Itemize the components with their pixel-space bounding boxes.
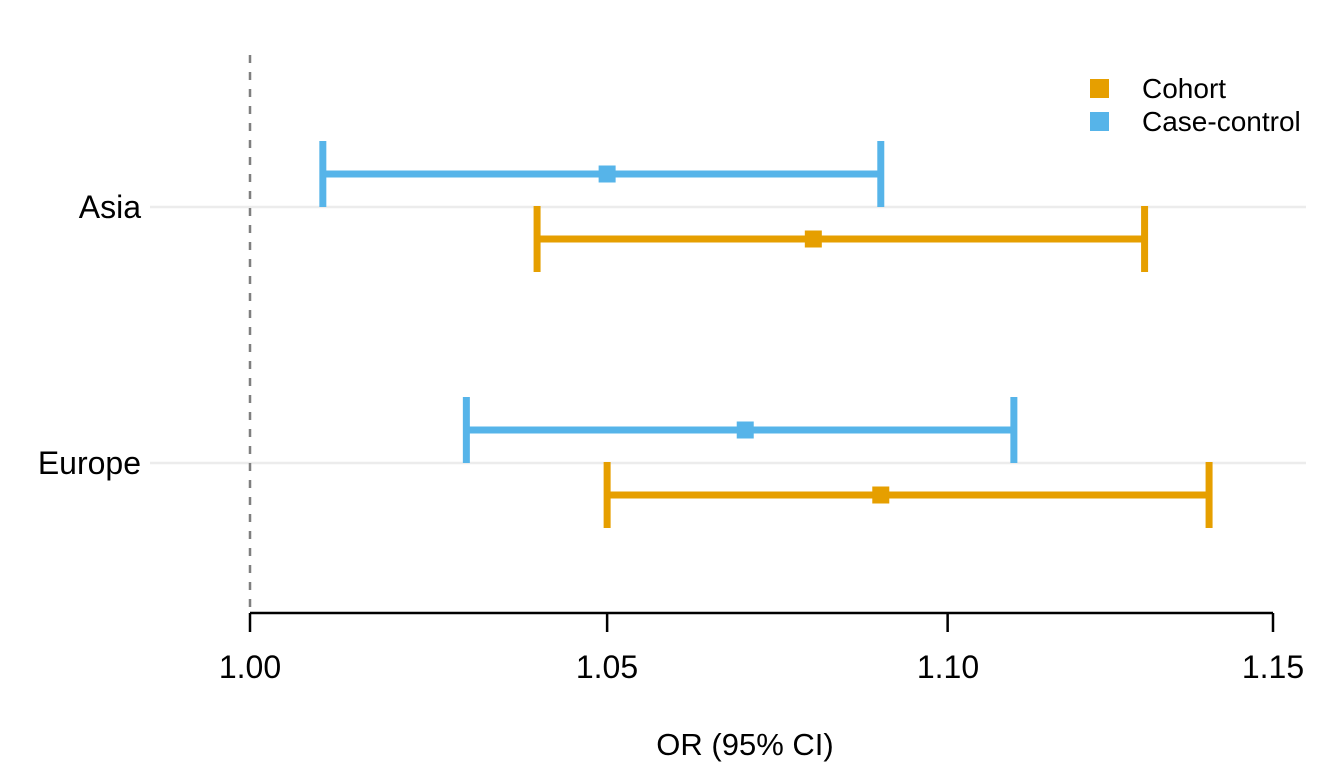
legend-item-cohort: Cohort [1090,72,1301,105]
point-marker-case-control-europe [736,421,754,439]
legend-label-cohort: Cohort [1142,73,1227,104]
legend-swatch-case-control-icon [1090,112,1109,131]
legend-item-case-control: Case-control [1090,105,1301,138]
point-marker-cohort-europe [872,486,890,504]
x-axis-title: OR (95% CI) [656,727,834,762]
y-axis-label-europe: Europe [37,445,141,481]
legend: Cohort Case-control [1090,72,1301,138]
legend-swatch-cohort-icon [1090,79,1109,98]
x-tick-label-1-05: 1.05 [575,649,639,685]
y-axis-label-asia: Asia [78,189,141,225]
legend-label-case-control: Case-control [1142,106,1301,137]
x-tick-label-1-15: 1.15 [1241,649,1305,685]
x-tick-label-1-10: 1.10 [916,649,980,685]
x-tick-label-1-00: 1.00 [218,649,282,685]
point-marker-cohort-asia [804,230,822,248]
point-marker-case-control-asia [598,165,616,183]
